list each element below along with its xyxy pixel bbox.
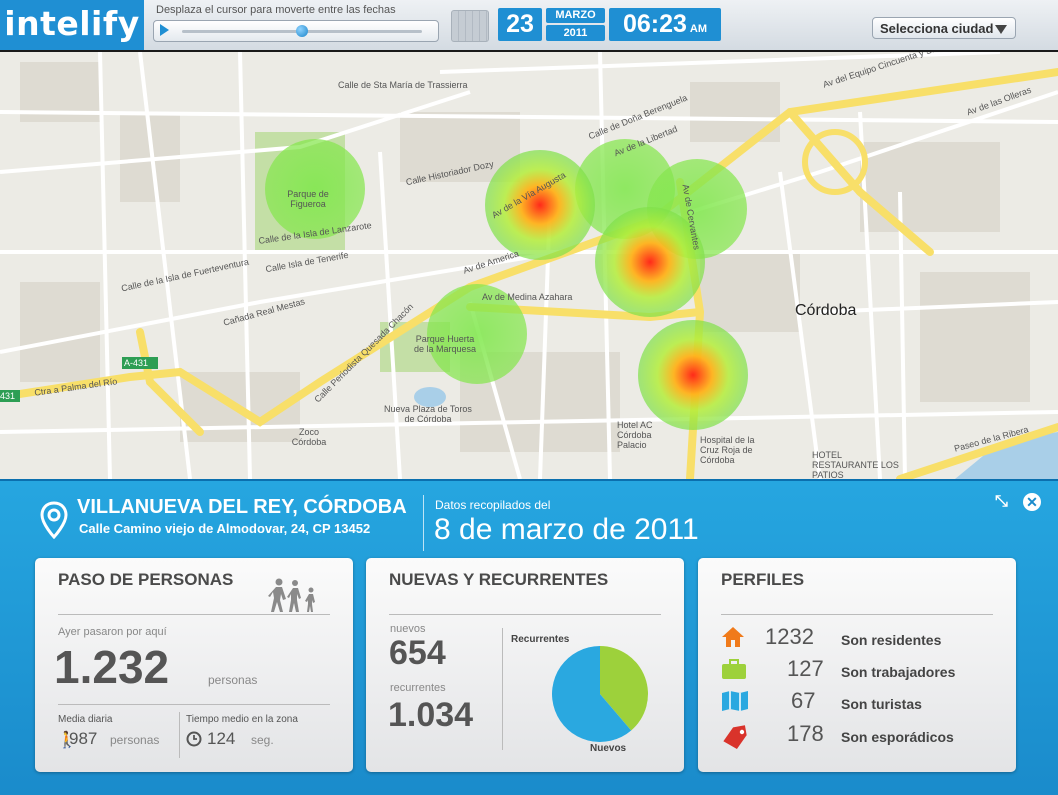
info-panel: VILLANUEVA DEL REY, CÓRDOBA Calle Camino… [0, 479, 1058, 795]
slider-thumb[interactable] [296, 25, 308, 37]
map-icon [722, 691, 748, 711]
paso-ayer-label: Ayer pasaron por aquí [58, 626, 167, 638]
time-display: 06:23 AM [609, 8, 721, 41]
pie-label-nuevos: Nuevos [590, 743, 627, 754]
perfil-value: 67 [791, 688, 816, 713]
paso-count: 1.232 [54, 641, 170, 693]
map-place-label: Nueva Plaza de Toros de Córdoba [384, 404, 472, 424]
map-street-label: Av de Medina Azahara [482, 292, 573, 302]
map-canvas [0, 52, 1058, 479]
map-place-label: Parque Huerta de la Marquesa [413, 334, 477, 354]
city-select[interactable]: Selecciona ciudad [872, 17, 1016, 39]
date-year: 2011 [546, 25, 605, 41]
media-value: 987 [69, 729, 98, 748]
perfil-label: Son turistas [841, 696, 922, 712]
house-icon [722, 627, 744, 647]
nuevas-card: NUEVAS Y RECURRENTES nuevos 654 recurren… [366, 558, 684, 772]
tag-icon [723, 725, 747, 749]
map-road-badge: A-431 [124, 358, 149, 368]
perfil-label: Son esporádicos [841, 729, 954, 745]
city-select-label: Selecciona ciudad [880, 21, 994, 36]
perfil-value: 127 [787, 656, 824, 681]
expand-icon[interactable]: ⤡ [995, 493, 1008, 510]
pie-slice-nuevos [600, 646, 648, 731]
location-title: VILLANUEVA DEL REY, CÓRDOBA [77, 496, 407, 518]
map-place-label: HOTEL RESTAURANTE LOS PATIOS [812, 450, 899, 479]
chevron-down-icon [995, 25, 1007, 34]
perfiles-card: PERFILES 1232 Son residentes 127 Son tra… [698, 558, 1016, 772]
paso-rule [58, 614, 330, 615]
map-road-badge: 431 [0, 391, 16, 401]
pie-label-recurrentes: Recurrentes [511, 634, 570, 645]
play-icon[interactable] [160, 24, 169, 36]
location-pin-icon [40, 501, 68, 539]
pie-slice-recurrentes [552, 646, 632, 742]
paso-divider [179, 712, 180, 758]
briefcase-icon [722, 659, 746, 679]
calendar-icon[interactable] [451, 10, 489, 42]
time-ampm: AM [689, 23, 708, 35]
paso-count-unit: personas [208, 673, 258, 687]
map-view[interactable]: Calle de Sta María de Trassierra Av de l … [0, 52, 1058, 479]
date-slider[interactable] [153, 20, 439, 42]
perfil-label: Son trabajadores [841, 664, 956, 680]
recurrentes-label: recurrentes [390, 682, 446, 694]
slider-hint: Desplaza el cursor para moverte entre la… [156, 4, 396, 16]
recurrentes-value: 1.034 [388, 696, 474, 734]
walking-people-icon [268, 578, 315, 612]
location-address: Calle Camino viejo de Almodovar, 24, CP … [79, 521, 371, 536]
paso-card: PASO DE PERSONAS Ayer pasaron por aquí 1… [35, 558, 353, 772]
top-toolbar: intelify Desplaza el cursor para moverte… [0, 0, 1058, 52]
data-period-label: Datos recopilados del [435, 498, 551, 512]
perfil-value: 1232 [765, 624, 814, 649]
app-logo: intelify [0, 0, 144, 50]
map-place-label: Zoco Córdoba [291, 427, 327, 447]
media-icon: 🚶 [57, 732, 77, 749]
perfiles-title: PERFILES [721, 570, 805, 589]
map-place-label: Parque de Figueroa [287, 189, 329, 209]
nuevas-pie-chart [552, 646, 648, 742]
clock-icon [186, 731, 202, 747]
map-city-label: Córdoba [795, 302, 857, 319]
map-place-label: Hospital de la Cruz Roja de Córdoba [700, 435, 755, 465]
nuevos-label: nuevos [390, 623, 426, 635]
nuevas-rule [389, 614, 661, 615]
paso-rule-2 [58, 704, 330, 705]
tiempo-label: Tiempo medio en la zona [186, 714, 298, 725]
close-icon[interactable]: ✕ [1023, 493, 1041, 511]
nuevos-value: 654 [389, 634, 446, 672]
date-month: MARZO [546, 8, 605, 23]
data-period-date: 8 de marzo de 2011 [434, 513, 699, 546]
media-label: Media diaria [58, 714, 113, 725]
map-street-label: Calle de Sta María de Trassierra [338, 80, 468, 90]
tiempo-value: 124 [207, 729, 236, 748]
nuevas-divider [502, 628, 503, 750]
map-place-label: Hotel AC Córdoba Palacio [617, 420, 653, 450]
perfiles-rule [721, 614, 993, 615]
time-value: 06:23 [622, 10, 687, 38]
header-divider [423, 495, 424, 551]
media-unit: personas [110, 733, 160, 747]
tiempo-unit: seg. [251, 733, 274, 747]
perfil-label: Son residentes [841, 632, 942, 648]
paso-title: PASO DE PERSONAS [58, 570, 234, 589]
perfil-value: 178 [787, 721, 824, 746]
nuevas-title: NUEVAS Y RECURRENTES [389, 570, 609, 589]
date-day: 23 [498, 8, 542, 41]
